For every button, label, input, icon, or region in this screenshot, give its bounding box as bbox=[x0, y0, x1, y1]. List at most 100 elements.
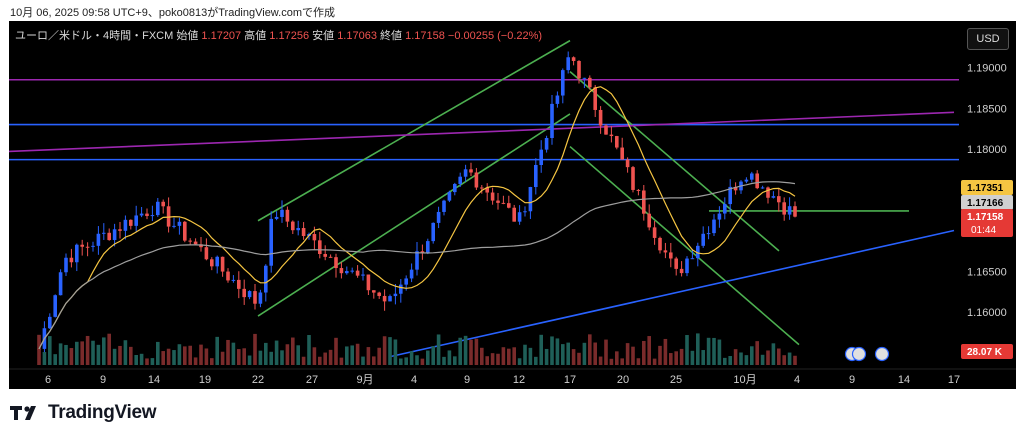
volume-bar bbox=[523, 344, 527, 365]
candle-body bbox=[593, 87, 597, 110]
volume-bar bbox=[561, 344, 565, 365]
volume-bar bbox=[501, 347, 506, 365]
volume-bar bbox=[323, 352, 327, 365]
candle-body bbox=[528, 186, 533, 212]
volume-bar bbox=[231, 342, 236, 365]
candle-body bbox=[415, 251, 419, 270]
volume-bar bbox=[215, 336, 219, 365]
volume-bar bbox=[669, 353, 673, 365]
candle-body bbox=[210, 259, 214, 267]
volume-bar bbox=[247, 355, 252, 365]
volume-bar bbox=[188, 345, 192, 365]
volume-bar bbox=[75, 341, 79, 365]
candle-body bbox=[242, 288, 246, 298]
volume-bar bbox=[717, 339, 722, 365]
candle-body bbox=[539, 149, 543, 165]
volume-bar bbox=[415, 355, 419, 365]
candle-body bbox=[663, 250, 668, 253]
low-label: 安値 bbox=[312, 30, 335, 42]
candle-body bbox=[388, 296, 392, 302]
volume-bar bbox=[658, 345, 662, 365]
high-label: 高値 bbox=[244, 30, 267, 42]
candle-body bbox=[274, 216, 279, 219]
volume-bar bbox=[512, 347, 516, 365]
candle-body bbox=[453, 183, 457, 193]
volume-bar bbox=[588, 334, 592, 365]
volume-bar bbox=[544, 348, 549, 365]
volume-bar bbox=[296, 345, 300, 365]
volume-bar bbox=[431, 346, 435, 365]
volume-bar bbox=[91, 340, 95, 365]
close-label: 終値 bbox=[380, 30, 403, 42]
ma-slow-badge: 1.17166 bbox=[967, 198, 1004, 209]
volume-bar bbox=[555, 338, 560, 365]
last-price-badge: 1.17158 bbox=[967, 212, 1004, 223]
candle-body bbox=[75, 244, 79, 263]
volume-bar bbox=[577, 352, 581, 365]
candle-body bbox=[777, 196, 781, 203]
candle-body bbox=[96, 233, 101, 246]
candle-body bbox=[399, 284, 403, 294]
tradingview-logo[interactable]: TradingView bbox=[10, 402, 157, 424]
candle-body bbox=[134, 215, 138, 226]
candle-body bbox=[679, 268, 684, 274]
candle-body bbox=[345, 271, 349, 274]
volume-bar bbox=[604, 339, 608, 365]
candle-body bbox=[442, 200, 446, 212]
us-flag-event-icon bbox=[851, 346, 867, 362]
trendline-1 bbox=[257, 39, 571, 222]
volume-bar bbox=[350, 345, 354, 365]
candle-body bbox=[58, 272, 63, 296]
volume-bar bbox=[679, 348, 684, 365]
candlestick-series bbox=[37, 51, 797, 365]
candle-body bbox=[787, 206, 792, 215]
volume-bar bbox=[361, 356, 365, 365]
brand-name: TradingView bbox=[48, 402, 157, 423]
candle-body bbox=[642, 190, 646, 214]
candle-body bbox=[318, 240, 322, 255]
volume-bar bbox=[550, 336, 554, 365]
candle-body bbox=[658, 237, 662, 251]
volume-bar bbox=[696, 333, 700, 365]
volume-bar bbox=[85, 335, 90, 365]
volume-bar bbox=[339, 357, 344, 365]
candle-body bbox=[782, 202, 786, 215]
volume-bar bbox=[393, 339, 398, 365]
candle-body bbox=[690, 258, 695, 260]
candle-body bbox=[231, 279, 236, 281]
chart-area[interactable]: 1.19000 1.18500 1.18000 1.16500 1.16000 1.173… bbox=[9, 21, 1016, 389]
volume-bar bbox=[480, 347, 484, 365]
volume-bar bbox=[571, 349, 576, 365]
volume-bar bbox=[199, 344, 203, 365]
volume-bar bbox=[609, 358, 614, 365]
volume-bar bbox=[183, 346, 187, 365]
volume-bar bbox=[204, 348, 209, 365]
price-chart[interactable]: 1.19000 1.18500 1.18000 1.16500 1.16000 1.173… bbox=[9, 21, 1016, 389]
ma-fast-badge: 1.17351 bbox=[967, 183, 1004, 194]
candle-body bbox=[129, 219, 133, 226]
volume-bar bbox=[674, 351, 678, 365]
change-value: −0.00255 (−0.22%) bbox=[447, 30, 543, 42]
candle-body bbox=[609, 134, 614, 137]
candle-body bbox=[145, 213, 149, 217]
candle-body bbox=[733, 186, 738, 191]
symbol-legend: ユーロ／米ドル・4時間・FXCM 始値 1.17207 高値 1.17256 安… bbox=[15, 27, 542, 43]
candle-body bbox=[685, 258, 689, 274]
candle-body bbox=[150, 215, 155, 217]
candle-body bbox=[604, 125, 608, 135]
currency-button[interactable]: USD bbox=[967, 28, 1009, 50]
candle-body bbox=[409, 269, 414, 279]
volume-bar bbox=[96, 344, 101, 365]
volume-bar bbox=[69, 348, 74, 365]
candle-body bbox=[102, 232, 106, 234]
candle-body bbox=[193, 241, 198, 245]
moving-average-fast bbox=[38, 86, 796, 350]
candle-body bbox=[760, 187, 765, 189]
volume-bar bbox=[744, 355, 749, 365]
y-tick-label: 1.19000 bbox=[967, 63, 1007, 75]
candle-body bbox=[382, 295, 387, 302]
volume-bar bbox=[598, 356, 603, 365]
candle-body bbox=[755, 173, 759, 189]
y-tick-label: 1.16500 bbox=[967, 266, 1007, 278]
volume-bar bbox=[107, 333, 111, 365]
